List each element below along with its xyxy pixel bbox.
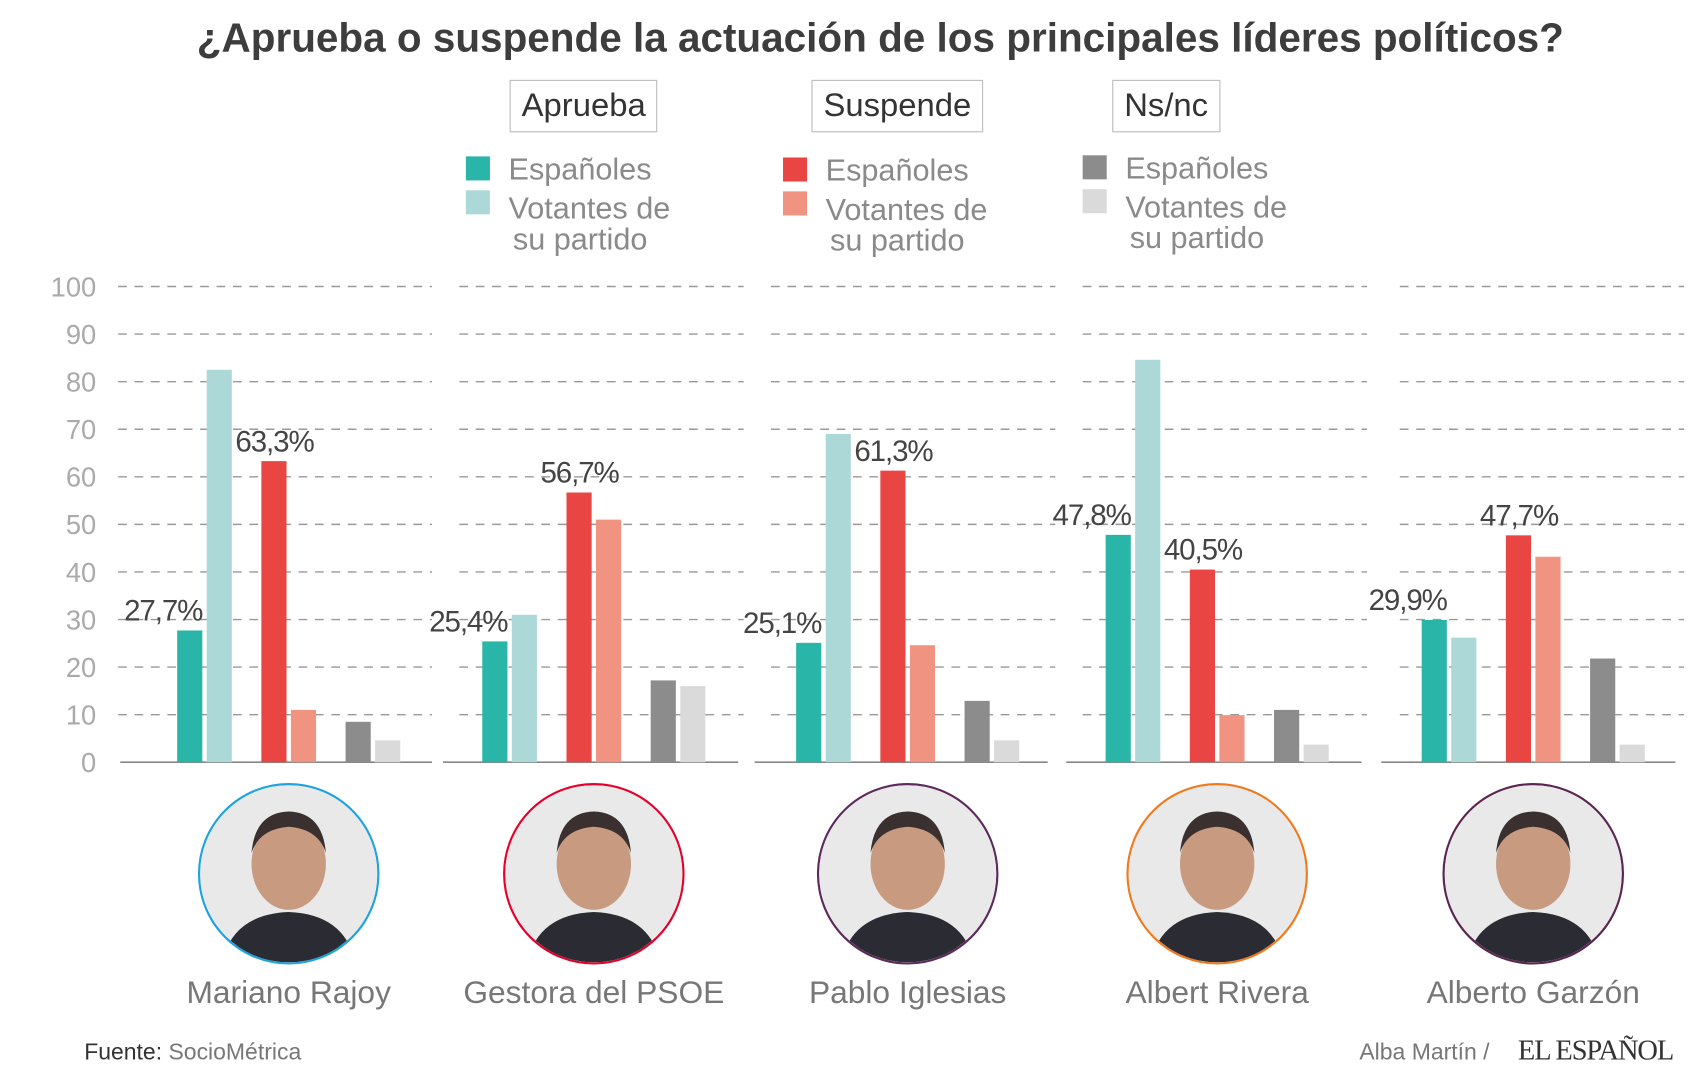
bar-aprueba-espanoles <box>1421 620 1447 763</box>
legend-votantes-2: su partido <box>830 223 965 257</box>
legend-votantes-2: su partido <box>512 222 648 256</box>
bar-suspende-espanoles <box>880 470 906 763</box>
leader-name: Gestora del PSOE <box>463 975 725 1011</box>
bar-nsnc-espanoles <box>964 700 990 763</box>
data-label: 25,4% <box>429 606 508 639</box>
legend-votantes: Votantes de <box>1125 190 1288 225</box>
legend-espanoles: Españoles <box>508 152 652 186</box>
y-tick-label: 10 <box>66 700 96 731</box>
bar-suspende-votantes <box>290 709 317 763</box>
data-label: 47,7% <box>1480 499 1559 532</box>
data-label: 29,9% <box>1369 584 1448 617</box>
header-aprueba: Aprueba <box>509 79 658 133</box>
data-label: 25,1% <box>743 607 822 640</box>
el-espanol-logo: EL ESPAÑOL <box>1517 1034 1674 1067</box>
legend-nsnc: Españoles Votantes de su partido <box>1082 150 1288 255</box>
bar-nsnc-espanoles <box>1274 709 1300 763</box>
bar-aprueba-espanoles <box>796 642 822 763</box>
legend-swatch <box>1082 155 1107 180</box>
bar-aprueba-votantes <box>825 433 851 763</box>
bar-nsnc-espanoles <box>650 680 676 763</box>
legend-swatch <box>783 191 808 216</box>
person-portrait-icon <box>1128 785 1306 963</box>
bar-nsnc-votantes <box>994 740 1020 763</box>
bar-aprueba-espanoles <box>177 630 203 763</box>
header-nsnc: Ns/nc <box>1112 79 1221 133</box>
leader-photo <box>816 783 999 965</box>
bar-chart: 0 10 20 30 40 50 60 70 80 90 100 27,7% 25,4% 25,1% 47,… <box>51 271 1685 778</box>
bar-suspende-votantes <box>909 645 936 763</box>
person-portrait-icon <box>1444 785 1622 963</box>
bar-aprueba-votantes <box>1135 359 1161 763</box>
leader-photo <box>197 783 380 965</box>
bar-aprueba-votantes <box>511 614 537 763</box>
source: Fuente: SocioMétrica <box>84 1040 301 1066</box>
leader-name: Mariano Rajoy <box>186 975 391 1011</box>
bar-aprueba-votantes <box>206 369 232 763</box>
leader-photo <box>1442 783 1624 965</box>
bar-suspende-espanoles <box>261 461 287 763</box>
source-label: Fuente: <box>84 1040 163 1066</box>
legend-votantes: Votantes de <box>825 192 988 227</box>
bar-nsnc-espanoles <box>345 721 371 763</box>
leader-photo <box>503 783 685 965</box>
data-label: 27,7% <box>124 595 203 628</box>
legend-votantes: Votantes de <box>508 191 671 226</box>
data-label: 63,3% <box>235 425 314 458</box>
data-label: 61,3% <box>854 435 933 468</box>
bar-suspende-espanoles <box>1189 569 1215 763</box>
bar-nsnc-votantes <box>680 686 706 763</box>
bar-aprueba-votantes <box>1451 637 1477 763</box>
bar-suspende-votantes <box>1535 556 1561 763</box>
legend-swatch <box>465 156 490 181</box>
y-tick-label: 20 <box>66 652 96 683</box>
person-portrait-icon <box>819 785 997 963</box>
bar-suspende-espanoles <box>566 492 592 763</box>
y-tick-label: 80 <box>66 367 96 398</box>
bar-nsnc-votantes <box>1619 744 1645 763</box>
y-tick-label: 40 <box>66 557 96 588</box>
leader-name: Pablo Iglesias <box>808 975 1007 1011</box>
y-tick-label: 50 <box>66 509 96 540</box>
bar-aprueba-espanoles <box>482 641 508 763</box>
y-tick-label: 100 <box>51 271 97 302</box>
y-tick-label: 60 <box>66 462 96 493</box>
source-name: SocioMétrica <box>168 1040 302 1066</box>
legend-suspende: Españoles Votantes de su partido <box>783 155 987 256</box>
author-credit: Alba Martín / <box>1359 1040 1490 1066</box>
leader-photo <box>1126 783 1308 965</box>
bar-suspende-votantes <box>1219 715 1245 763</box>
y-tick-label: 70 <box>66 414 96 445</box>
bar-suspende-espanoles <box>1505 535 1532 763</box>
legend-espanoles: Españoles <box>1125 150 1269 185</box>
legend-aprueba: Españoles Votantes de su partido <box>465 152 671 256</box>
y-tick-label: 90 <box>66 319 96 350</box>
person-portrait-icon <box>505 785 683 963</box>
bar-nsnc-votantes <box>1303 744 1329 763</box>
data-label: 40,5% <box>1164 534 1243 567</box>
leader-name: Alberto Garzón <box>1426 975 1640 1011</box>
y-tick-label: 30 <box>66 604 96 635</box>
person-portrait-icon <box>200 785 378 963</box>
data-label: 56,7% <box>540 457 619 490</box>
legend-espanoles: Españoles <box>825 153 969 188</box>
legend-swatch <box>1082 189 1107 214</box>
legend-votantes-2: su partido <box>1129 220 1265 255</box>
header-suspende: Suspende <box>811 79 984 133</box>
legend-swatch <box>465 190 490 215</box>
legend-swatch <box>783 157 808 182</box>
leader-name: Albert Rivera <box>1125 975 1309 1011</box>
y-tick-label: 0 <box>81 747 96 778</box>
bar-nsnc-espanoles <box>1590 658 1616 763</box>
bar-suspende-votantes <box>596 519 622 763</box>
bar-nsnc-votantes <box>375 740 401 763</box>
bar-aprueba-espanoles <box>1105 534 1131 763</box>
data-label: 47,8% <box>1053 499 1132 532</box>
chart-title: ¿Aprueba o suspende la actuación de los … <box>196 15 1564 61</box>
